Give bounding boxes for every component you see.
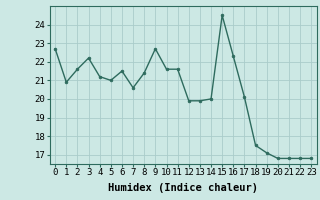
X-axis label: Humidex (Indice chaleur): Humidex (Indice chaleur) bbox=[108, 183, 258, 193]
